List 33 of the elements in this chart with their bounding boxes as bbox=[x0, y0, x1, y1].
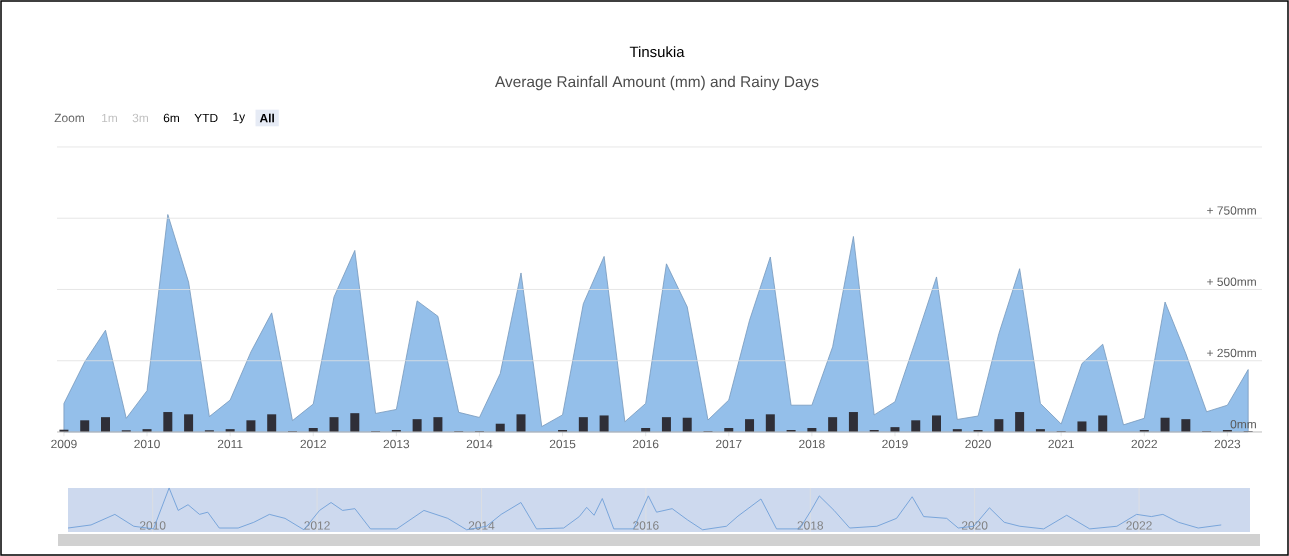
x-tick-label: 2022 bbox=[1131, 439, 1157, 449]
x-tick-label: 2014 bbox=[466, 439, 493, 449]
text: Zoom bbox=[54, 113, 84, 123]
text: 6m bbox=[163, 113, 179, 123]
x-tick-label: 2018 bbox=[797, 521, 824, 530]
x-tick-label: 2016 bbox=[632, 439, 659, 449]
x-tick-label: 2017 bbox=[716, 439, 742, 449]
x-tick-label: 2022 bbox=[1126, 521, 1152, 530]
x-tick-label: 2018 bbox=[799, 439, 825, 449]
chart-subtitle: Average Rainfall Amount (mm) and Rainy Days bbox=[494, 75, 819, 91]
text: 1m bbox=[102, 113, 117, 123]
text: 1y bbox=[233, 112, 246, 124]
text: 3m bbox=[132, 113, 148, 123]
x-tick-label: 2010 bbox=[134, 439, 160, 449]
x-tick-label: 2012 bbox=[304, 521, 330, 530]
x-tick-label: 2019 bbox=[882, 439, 908, 449]
x-tick-label: 2012 bbox=[300, 439, 326, 449]
text: YTD bbox=[194, 113, 218, 123]
y-tick-label: + 750mm bbox=[1207, 206, 1256, 215]
y-tick-label: + 500mm bbox=[1207, 277, 1256, 286]
x-tick-label: 2016 bbox=[633, 521, 659, 530]
x-tick-label: 2015 bbox=[549, 439, 576, 449]
text: All bbox=[259, 113, 274, 123]
x-tick-label: 2021 bbox=[1048, 439, 1074, 449]
x-tick-label: 2013 bbox=[383, 439, 410, 449]
chart-title: Tinsukia bbox=[629, 46, 685, 58]
x-tick-label: 2011 bbox=[217, 439, 243, 449]
x-tick-label: 2020 bbox=[961, 521, 988, 530]
y-tick-label: + 250mm bbox=[1207, 348, 1256, 358]
x-tick-label: 2023 bbox=[1214, 439, 1241, 449]
x-tick-label: 2020 bbox=[965, 439, 991, 449]
x-tick-label: 2010 bbox=[139, 521, 166, 530]
x-tick-label: 2009 bbox=[51, 439, 77, 449]
